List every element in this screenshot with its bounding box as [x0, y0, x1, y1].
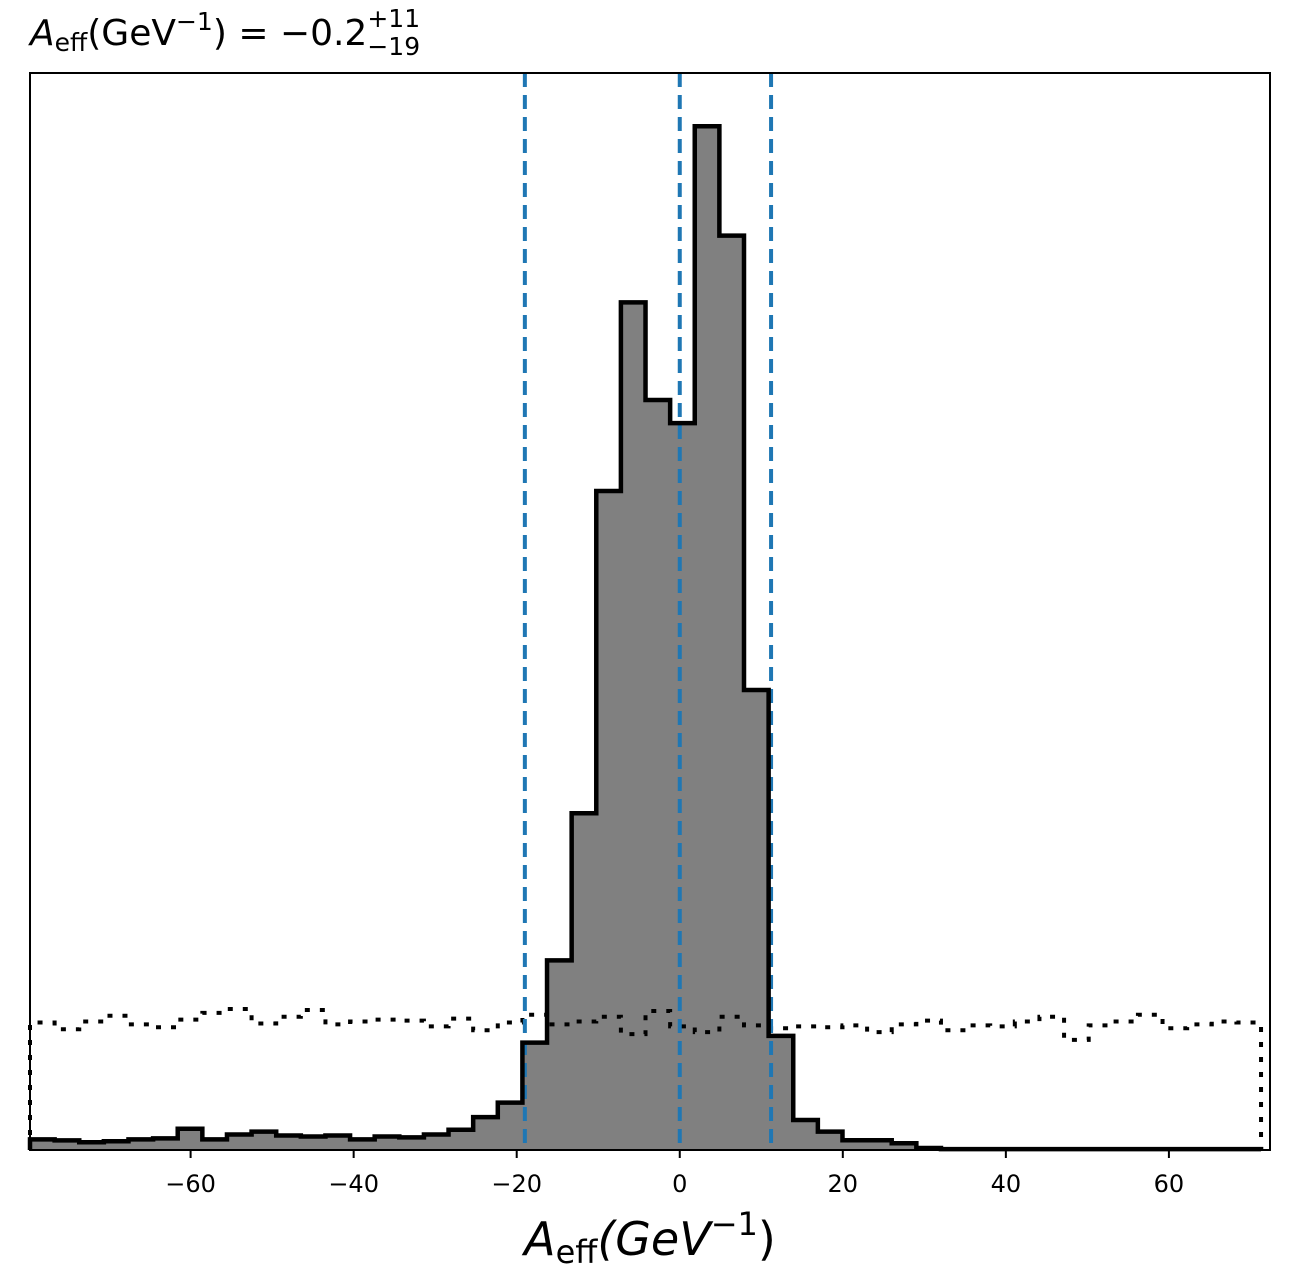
x-tick-label: 40 [991, 1170, 1022, 1198]
title-symbol-subscript: eff [55, 28, 88, 57]
x-tick-label: 0 [672, 1170, 687, 1198]
x-tick-label: −40 [328, 1170, 379, 1198]
title-value: ) = −0.2 [213, 13, 368, 54]
x-axis-label: Aeff(GeV−1) [521, 1205, 776, 1271]
credible-interval-lines [522, 73, 774, 1150]
posterior-histogram-fill [30, 126, 1262, 1151]
x-axis-label-exponent: −1 [711, 1205, 758, 1243]
x-axis-label-subscript: eff [556, 1233, 599, 1271]
chart-title: Aeff(GeV−1) = −0.2+11 [28, 4, 420, 57]
title-symbol: A [28, 13, 55, 54]
plot-area [27, 73, 1264, 1152]
x-tick-label: 60 [1154, 1170, 1185, 1198]
x-tick-label: −60 [165, 1170, 216, 1198]
x-tick-label: 20 [828, 1170, 859, 1198]
x-tick-label: −20 [491, 1170, 542, 1198]
x-axis-label-symbol: A [521, 1212, 555, 1266]
title-error-plus: +11 [367, 4, 420, 33]
title-error-minus: −19 [367, 32, 420, 61]
x-axis-label-close: ) [758, 1212, 776, 1266]
x-axis-ticks: −60 −40 −20 0 20 40 60 [165, 1150, 1184, 1198]
title-unit-open: (GeV [87, 13, 176, 54]
x-axis-label-unit: (GeV [597, 1212, 714, 1266]
prior-histogram-dotted [28, 1007, 1264, 1150]
axes-frame [29, 72, 1271, 1151]
title-unit-exponent: −1 [176, 7, 213, 36]
posterior-histogram-outline [27, 123, 1264, 1152]
